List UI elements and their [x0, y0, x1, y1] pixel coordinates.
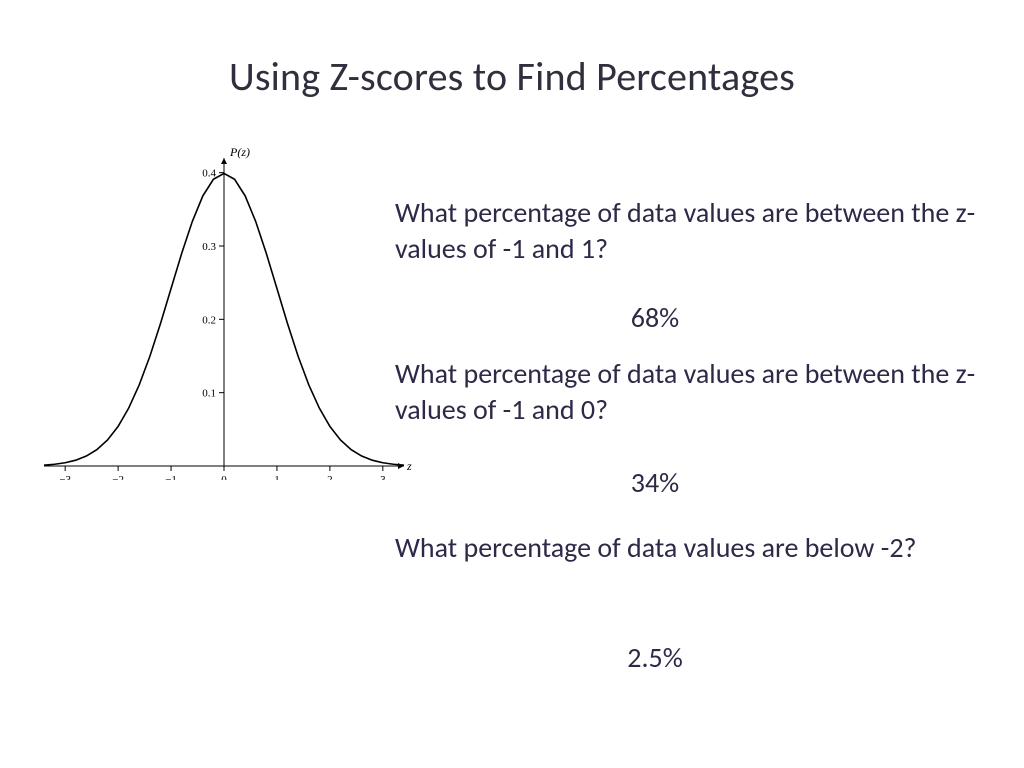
answer-2: 34% — [395, 465, 915, 500]
svg-text:1: 1 — [274, 474, 280, 480]
svg-text:−1: −1 — [165, 474, 177, 480]
svg-text:3: 3 — [380, 474, 386, 480]
svg-text:2: 2 — [327, 474, 333, 480]
normal-distribution-chart: −3−2−101230.10.20.30.4P(z)z — [14, 140, 414, 480]
question-1: What percentage of data values are betwe… — [395, 195, 987, 267]
svg-text:−3: −3 — [59, 474, 71, 480]
question-2: What percentage of data values are betwe… — [395, 356, 987, 428]
slide: Using Z-scores to Find Percentages −3 −2 −… — [0, 0, 1024, 768]
svg-text:P(z): P(z) — [229, 145, 250, 159]
question-3: What percentage of data values are below… — [395, 530, 987, 566]
answer-1: 68% — [395, 300, 915, 335]
svg-text:0: 0 — [221, 474, 227, 480]
svg-text:0.3: 0.3 — [202, 241, 216, 253]
svg-text:0.1: 0.1 — [202, 388, 216, 400]
svg-text:0.2: 0.2 — [202, 314, 216, 326]
svg-text:−2: −2 — [112, 474, 124, 480]
chart-svg: −3−2−101230.10.20.30.4P(z)z — [14, 140, 414, 480]
answer-3: 2.5% — [395, 640, 915, 675]
slide-title: Using Z-scores to Find Percentages — [0, 52, 1024, 101]
